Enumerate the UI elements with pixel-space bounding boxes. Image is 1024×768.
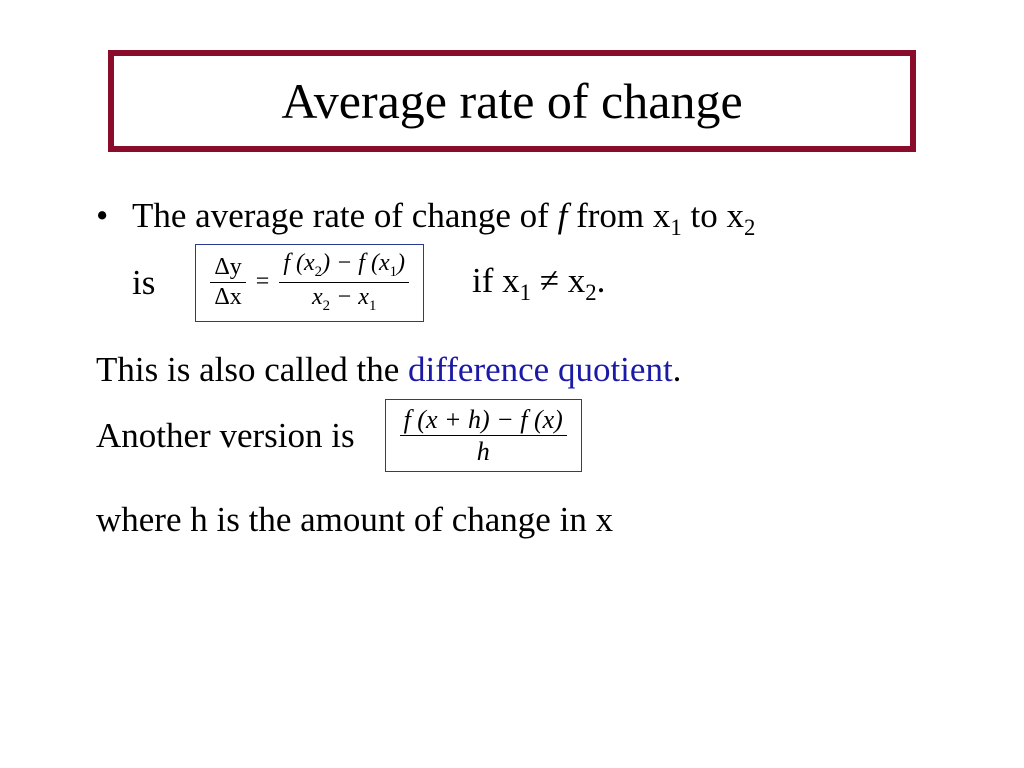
subscript: 2 xyxy=(744,215,755,240)
condition-text: if x1 ≠ x2. xyxy=(472,257,605,309)
text-span: . xyxy=(597,261,606,300)
fraction-dy-dx: Δy Δx xyxy=(210,255,245,310)
subscript: 2 xyxy=(315,264,322,280)
text-span: Another version is xyxy=(96,412,355,459)
formula-box-1: Δy Δx = f (x2) − f (x1) x2 − x1 xyxy=(195,244,424,322)
text-span: if x xyxy=(472,261,520,300)
delta-x: Δx xyxy=(214,284,241,310)
text-span: The average rate of change of xyxy=(132,196,558,235)
den-part: − x xyxy=(330,284,369,310)
formula-box-2: f (x + h) − f (x) h xyxy=(385,399,582,473)
italic-f: f xyxy=(558,196,568,235)
text-span: . xyxy=(673,350,682,389)
text-span: from x xyxy=(567,196,670,235)
equals: = xyxy=(256,268,276,294)
fraction-diff-quotient: f (x2) − f (x1) x2 − x1 xyxy=(279,251,409,315)
title-box: Average rate of change xyxy=(108,50,916,152)
subscript: 1 xyxy=(520,280,531,305)
bullet-item: The average rate of change of f from x1 … xyxy=(96,192,936,322)
subscript: 1 xyxy=(670,215,681,240)
fraction-h-form: f (x + h) − f (x) h xyxy=(400,406,567,466)
text-span: to x xyxy=(682,196,744,235)
paragraph-line-4: Another version is f (x + h) − f (x) h xyxy=(96,399,936,473)
paragraph-line-3: This is also called the difference quoti… xyxy=(96,346,936,393)
spacer xyxy=(96,472,936,490)
text-span: ≠ x xyxy=(531,261,585,300)
highlighted-term: difference quotient xyxy=(408,350,673,389)
den-part: x xyxy=(312,284,323,310)
paragraph-line-5: where h is the amount of change in x xyxy=(96,496,936,543)
subscript: 2 xyxy=(323,298,330,314)
num-part: ) xyxy=(397,250,405,276)
delta-y: Δy xyxy=(214,254,241,280)
denominator: h xyxy=(400,436,567,465)
spacer xyxy=(96,322,936,340)
bullet-line-2: is Δy Δx = f (x2) − f (x1) x2 − x1 xyxy=(132,244,936,322)
subscript: 1 xyxy=(390,264,397,280)
slide-body: The average rate of change of f from x1 … xyxy=(96,192,936,544)
num-part: ) − f (x xyxy=(322,250,390,276)
slide-title: Average rate of change xyxy=(281,72,742,130)
slide: Average rate of change The average rate … xyxy=(0,0,1024,768)
text-span: This is also called the xyxy=(96,350,408,389)
text-is: is xyxy=(132,259,155,306)
subscript: 1 xyxy=(369,298,376,314)
numerator: f (x + h) − f (x) xyxy=(400,406,567,436)
subscript: 2 xyxy=(585,280,596,305)
num-part: f (x xyxy=(283,250,314,276)
